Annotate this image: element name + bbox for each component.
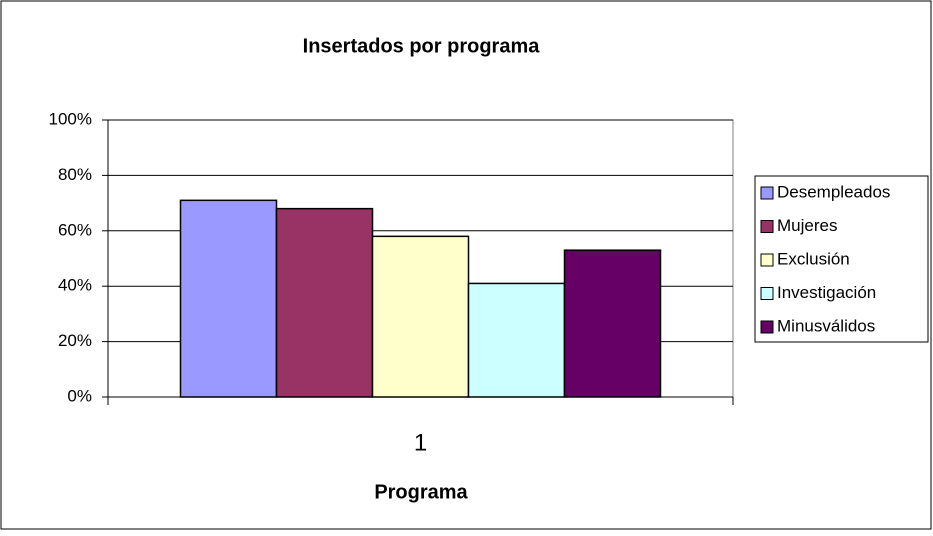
y-tick-label: 20% [58,331,92,350]
legend-label: Desempleados [777,182,890,201]
bar [563,249,662,398]
y-tick-label: 100% [49,109,92,128]
x-tick-label: 1 [414,429,427,456]
legend-label: Minusválidos [777,316,875,335]
y-tick-label: 80% [58,165,92,184]
legend-label: Mujeres [777,216,837,235]
legend-swatch [760,287,774,300]
chart-title: Insertados por programa [303,35,541,57]
bar [467,282,566,398]
legend-swatch [760,320,774,334]
bar [371,235,470,398]
bar [179,199,278,398]
legend-label: Investigación [777,283,876,302]
y-tick-label: 0% [67,386,92,405]
y-tick-label: 40% [58,276,92,295]
x-axis-label: Programa [374,481,468,503]
bar [275,207,374,398]
legend-box [754,175,929,343]
legend-swatch [760,220,774,233]
legend-swatch [760,253,774,267]
y-tick-label: 60% [58,220,92,239]
legend-label: Exclusión [777,249,850,268]
legend-swatch [760,186,774,200]
